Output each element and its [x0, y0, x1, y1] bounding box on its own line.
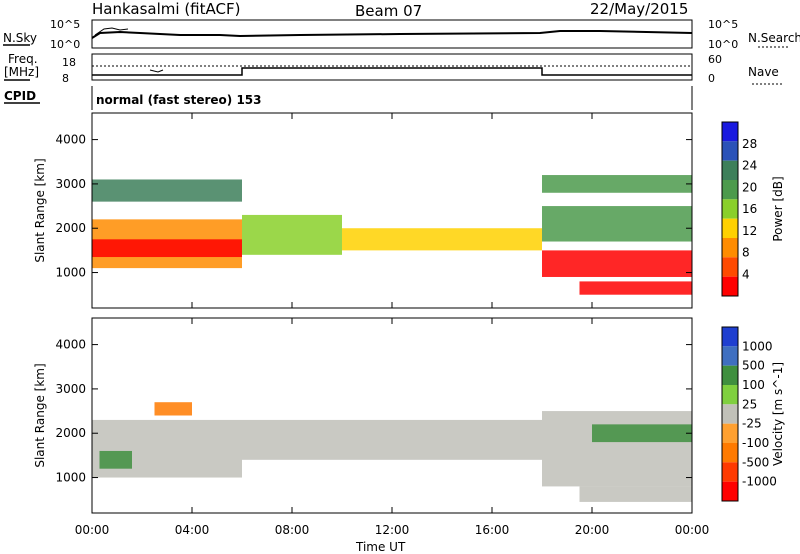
- colorbar-tick-label: 24: [742, 159, 757, 173]
- heatmap-cell: [542, 250, 692, 277]
- nsky-series: [91, 30, 693, 39]
- colorbar-tick-label: 20: [742, 180, 757, 194]
- heatmap-cell: [242, 214, 342, 255]
- power-panel: 4000 3000 2000 1000 Slant Range [km] 28 24 20 16…: [33, 112, 785, 309]
- colorbar-swatch: [722, 346, 738, 366]
- colorbar-swatch: [722, 462, 738, 482]
- colorbar-frame: [721, 121, 739, 297]
- colorbar-tick-label: 12: [742, 224, 757, 238]
- y-tick-label: 3000: [55, 382, 86, 396]
- colorbar-swatch: [722, 327, 738, 347]
- colorbar-tick-label: 4: [742, 267, 750, 281]
- nsky-tick-top: 10^5: [50, 18, 80, 31]
- date-title: 22/May/2015: [590, 0, 688, 18]
- heatmap-cell: [342, 228, 542, 251]
- colorbar-swatch: [722, 276, 738, 296]
- x-tick-label: 00:00: [675, 523, 710, 537]
- cpid-label: CPID: [4, 89, 36, 103]
- x-tick-label: 04:00: [175, 523, 210, 537]
- station-title: Hankasalmi (fitACF): [92, 0, 240, 18]
- heatmap-cell: [99, 450, 132, 469]
- y-axis-label: Slant Range [km]: [33, 363, 47, 467]
- y-tick-label: 4000: [55, 133, 86, 147]
- colorbar-swatch: [722, 141, 738, 161]
- nsky-tick-bottom: 10^0: [50, 38, 80, 51]
- freq-label-line2: [MHz]: [4, 65, 39, 79]
- freq-panel: [91, 53, 693, 81]
- nsearch-tick-top: 10^5: [708, 18, 738, 31]
- nave-tick-bottom: 0: [708, 72, 715, 85]
- colorbar-swatch: [722, 180, 738, 200]
- colorbar-tick-label: -1000: [742, 475, 777, 489]
- heatmap-cell: [92, 419, 242, 478]
- colorbar-swatch: [722, 481, 738, 501]
- heatmap-cell: [542, 175, 692, 193]
- nsearch-tick-bottom: 10^0: [708, 38, 738, 51]
- cpid-text: normal (fast stereo) 153: [96, 93, 262, 107]
- freq-tick-bottom: 8: [62, 72, 69, 85]
- colorbar-tick-label: 16: [742, 202, 757, 216]
- heatmap-cell: [592, 424, 692, 443]
- colorbar-tick-label: 25: [742, 397, 757, 411]
- colorbar-swatch: [722, 365, 738, 385]
- y-tick-label: 4000: [55, 338, 86, 352]
- heatmap-cell: [242, 419, 542, 460]
- colorbar-tick-label: 100: [742, 378, 765, 392]
- y-tick-label: 2000: [55, 426, 86, 440]
- colorbar-frame: [721, 326, 739, 502]
- heatmap-cell: [542, 206, 692, 242]
- colorbar-swatch: [722, 404, 738, 424]
- colorbar-label: Power [dB]: [771, 176, 785, 241]
- colorbar-swatch: [722, 443, 738, 463]
- nsky-panel: [91, 19, 693, 49]
- x-tick-label: 20:00: [575, 523, 610, 537]
- heatmap-cell: [92, 239, 242, 258]
- colorbar-label: Velocity [m s^-1]: [771, 362, 785, 466]
- nave-label: Nave: [748, 65, 779, 79]
- colorbar-swatch: [722, 218, 738, 238]
- freq-series: [92, 67, 692, 76]
- y-tick-label: 1000: [55, 471, 86, 485]
- colorbar-tick-label: 8: [742, 246, 750, 260]
- nsky-label: N.Sky: [3, 31, 37, 45]
- colorbar-swatch: [722, 385, 738, 405]
- colorbar-tick-label: 28: [742, 137, 757, 151]
- x-tick-label: 08:00: [275, 523, 310, 537]
- y-tick-label: 1000: [55, 266, 86, 280]
- heatmap-cell: [579, 486, 692, 502]
- colorbar-tick-label: 500: [742, 359, 765, 373]
- heatmap-cell: [542, 411, 692, 487]
- colorbar-tick-label: -500: [742, 455, 769, 469]
- colorbar-tick-label: -100: [742, 436, 769, 450]
- colorbar-swatch: [722, 160, 738, 180]
- y-tick-label: 2000: [55, 221, 86, 235]
- nave-tick-top: 60: [708, 53, 722, 66]
- nave-dip: [149, 69, 164, 73]
- colorbar-swatch: [722, 199, 738, 219]
- x-tick-label: 12:00: [375, 523, 410, 537]
- nsky-early-spike: [94, 27, 129, 36]
- time-axis-label: Time UT: [355, 540, 406, 554]
- colorbar-tick-label: -25: [742, 417, 762, 431]
- freq-tick-top: 18: [62, 56, 76, 69]
- colorbar-swatch: [722, 257, 738, 277]
- colorbar-tick-label: 1000: [742, 339, 773, 353]
- y-tick-label: 3000: [55, 177, 86, 191]
- y-axis-label: Slant Range [km]: [33, 158, 47, 262]
- heatmap-cell: [154, 402, 192, 416]
- velocity-panel: 4000 3000 2000 1000 00:00 04:00 08:00 12:00 16:0…: [33, 317, 785, 537]
- nsearch-label: N.Search: [748, 31, 800, 45]
- beam-title: Beam 07: [355, 2, 422, 20]
- heatmap-cell: [579, 281, 692, 295]
- x-tick-label: 00:00: [75, 523, 110, 537]
- x-tick-label: 16:00: [475, 523, 510, 537]
- freq-label-line1: Freq.: [8, 52, 38, 66]
- heatmap-cell: [92, 179, 242, 202]
- colorbar-swatch: [722, 122, 738, 142]
- colorbar-swatch: [722, 423, 738, 443]
- colorbar-swatch: [722, 238, 738, 258]
